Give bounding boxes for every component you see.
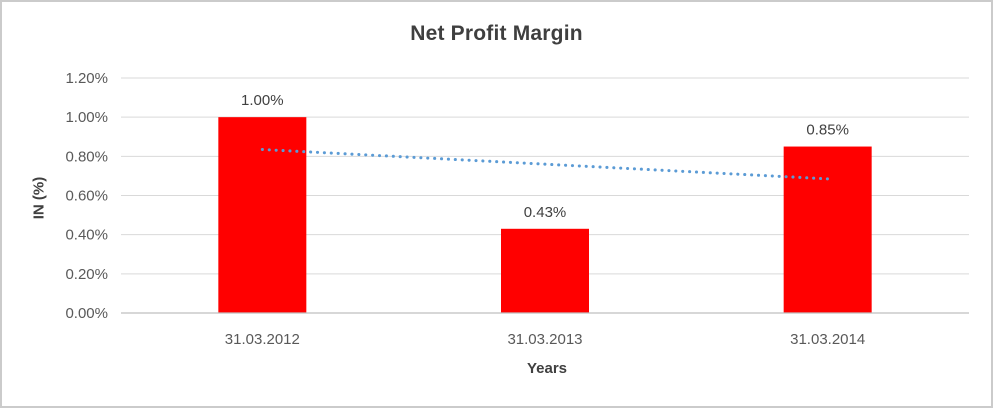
y-tick-label: 0.00% [65,305,108,322]
bar-31.03.2012 [218,117,307,314]
y-tick-label: 0.80% [65,148,108,165]
trendline [260,147,830,181]
data-label: 0.43% [524,204,567,221]
data-label: 1.00% [241,92,284,109]
chart-title: Net Profit Margin [410,22,583,45]
y-tick-label: 0.40% [65,227,108,244]
x-axis-title: Years [526,360,568,377]
x-category-label: 31.03.2012 [225,331,300,348]
bar-31.03.2014 [783,146,872,313]
y-tick-label: 0.20% [65,266,108,283]
data-label: 0.85% [806,122,849,139]
x-category-label: 31.03.2013 [507,331,582,348]
y-tick-label: 1.00% [65,109,108,126]
x-category-label: 31.03.2014 [790,331,865,348]
y-tick-label: 0.60% [65,188,108,205]
bar-31.03.2013 [501,228,589,313]
y-tick-label: 1.20% [65,70,108,87]
